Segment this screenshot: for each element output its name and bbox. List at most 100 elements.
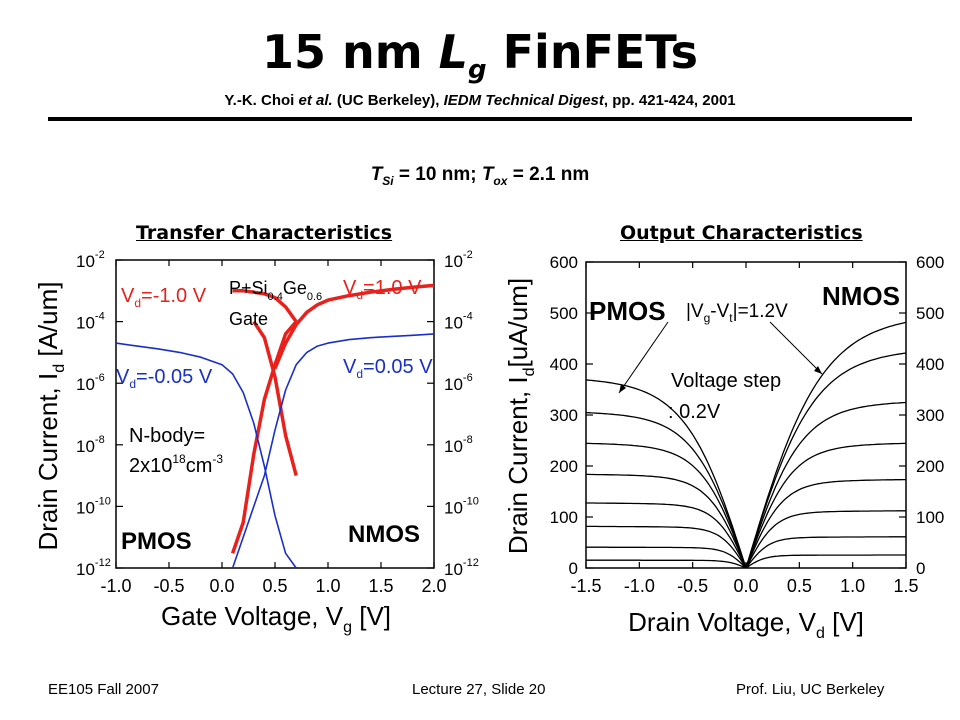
- transfer-y-tick-label: 10-12: [76, 557, 111, 579]
- output-x-tick-label: 0.5: [787, 576, 812, 596]
- transfer-y-tick-label: 10-2: [76, 249, 105, 271]
- transfer-x-tick-label: -0.5: [153, 576, 184, 596]
- transfer-y-tick-label: 10-8: [76, 434, 105, 456]
- transfer-y-tick-label: 10-6: [76, 372, 105, 394]
- output-y-tick-label: 300: [550, 406, 578, 425]
- output-series: [585, 321, 907, 569]
- nmos-vd-high-label: Vd=1.0 V: [343, 277, 422, 302]
- output-y-tick-label: 400: [550, 355, 578, 374]
- output-y-tick-label: 100: [550, 508, 578, 527]
- output-y-tick-label: 200: [550, 457, 578, 476]
- nbody-label: N-body=: [129, 425, 205, 447]
- output-y-tick-label-right: 600: [916, 253, 944, 272]
- transfer-x-axis-label: Gate Voltage, Vg [V]: [161, 601, 391, 636]
- pmos-vd-low-label: Vd=-0.05 V: [116, 366, 213, 391]
- transfer-y-tick-label-right: 10-2: [444, 249, 473, 271]
- transfer-curve-pmos-red: [232, 289, 298, 323]
- output-x-tick-label: -1.5: [570, 576, 601, 596]
- output-x-tick-label: -0.5: [677, 576, 708, 596]
- transfer-x-tick-label: 0.5: [262, 576, 287, 596]
- output-curve-nmos-2: [745, 401, 907, 569]
- transfer-curve-pmos-red: [230, 320, 298, 554]
- svg-text:Drain Current, Id [A/um]: Drain Current, Id [A/um]: [33, 282, 68, 551]
- nmos-arrowhead: [814, 366, 822, 374]
- transfer-y-tick-label-right: 10-12: [444, 557, 479, 579]
- nmos-vd-low-label: Vd=0.05 V: [343, 356, 433, 381]
- output-curve-pmos-3: [586, 473, 747, 569]
- voltage-step-value: : 0.2V: [668, 401, 721, 423]
- output-curve-pmos-2: [586, 442, 747, 569]
- transfer-y-tick-label: 10-10: [76, 495, 111, 517]
- footer-slide-number: Lecture 27, Slide 20: [412, 681, 546, 698]
- output-curve-pmos-4: [586, 502, 747, 569]
- transfer-curve-nmos-red: [273, 283, 435, 370]
- gate-overdrive-label: |Vg-Vt|=1.2V: [686, 301, 788, 325]
- output-curve-nmos-0: [745, 321, 907, 569]
- output-y-tick-label-right: 400: [916, 355, 944, 374]
- citation: Y.-K. Choi et al. (UC Berkeley), IEDM Te…: [224, 92, 736, 109]
- output-curve-pmos-6: [586, 546, 747, 569]
- svg-text:Drain Current, Id[uA/um]: Drain Current, Id[uA/um]: [503, 278, 538, 554]
- output-nmos-label: NMOS: [822, 281, 900, 311]
- transfer-series: [115, 283, 435, 569]
- voltage-step-label: Voltage step: [671, 370, 781, 392]
- output-y-tick-label-right: 100: [916, 508, 944, 527]
- transfer-pmos-label: PMOS: [121, 528, 192, 555]
- title-divider: [48, 117, 912, 121]
- footer-author: Prof. Liu, UC Berkeley: [736, 681, 885, 698]
- output-y-tick-label-right: 300: [916, 406, 944, 425]
- pmos-arrow: [618, 321, 669, 394]
- transfer-curve-pmos-blue: [115, 342, 297, 569]
- output-pmos-label: PMOS: [589, 296, 666, 326]
- device-parameters: TSi = 10 nm; Tox = 2.1 nm: [370, 164, 590, 188]
- nbody-doping-label: 2x1018cm-3: [129, 452, 223, 477]
- output-y-tick-label-right: 0: [916, 559, 925, 578]
- transfer-x-tick-label: 1.0: [315, 576, 340, 596]
- pmos-arrowhead: [619, 384, 626, 393]
- transfer-y-axis-label: Drain Current, Id [A/um]: [33, 282, 68, 551]
- transfer-y-tick-label: 10-4: [76, 311, 105, 333]
- transfer-nmos-label: NMOS: [348, 521, 420, 548]
- transfer-x-tick-label: 2.0: [421, 576, 446, 596]
- slide-title: 15 nm Lg FinFETs: [261, 25, 699, 86]
- output-curve-pmos-5: [586, 525, 747, 569]
- transfer-y-tick-label-right: 10-10: [444, 495, 479, 517]
- output-curve-nmos-4: [745, 478, 906, 569]
- output-curve-nmos-6: [745, 536, 906, 569]
- gate-material-label: P+Si0.4Ge0.6: [229, 278, 322, 303]
- output-chart-title: Output Characteristics: [620, 222, 863, 244]
- output-y-tick-label: 0: [569, 559, 578, 578]
- transfer-y-tick-label-right: 10-8: [444, 434, 473, 456]
- output-curve-pmos-7: [586, 559, 747, 569]
- output-y-axis-label: Drain Current, Id[uA/um]: [503, 278, 538, 554]
- output-x-tick-label: 0.0: [733, 576, 758, 596]
- transfer-x-tick-label: -1.0: [100, 576, 131, 596]
- output-x-tick-label: 1.5: [893, 576, 918, 596]
- gate-label: Gate: [229, 309, 268, 329]
- output-x-tick-label: 1.0: [840, 576, 865, 596]
- footer-course: EE105 Fall 2007: [48, 681, 159, 698]
- output-y-tick-label: 500: [550, 304, 578, 323]
- output-curve-nmos-3: [745, 442, 906, 569]
- output-y-tick-label-right: 500: [916, 304, 944, 323]
- transfer-curve-nmos-red: [252, 320, 298, 477]
- output-y-tick-label: 600: [550, 253, 578, 272]
- output-curve-nmos-7: [745, 554, 906, 569]
- transfer-x-tick-label: 0.0: [209, 576, 234, 596]
- transfer-chart-title: Transfer Characteristics: [136, 222, 393, 244]
- output-curve-nmos-1: [745, 352, 907, 569]
- output-y-tick-label-right: 200: [916, 457, 944, 476]
- transfer-y-tick-label-right: 10-6: [444, 372, 473, 394]
- transfer-y-tick-label-right: 10-4: [444, 311, 473, 333]
- output-x-axis-label: Drain Voltage, Vd [V]: [628, 607, 864, 642]
- transfer-x-tick-label: 1.5: [368, 576, 393, 596]
- transfer-curve-nmos-blue: [231, 333, 435, 569]
- output-curve-nmos-5: [745, 510, 906, 569]
- output-curve-pmos-1: [585, 411, 747, 569]
- nmos-arrow: [769, 321, 823, 375]
- output-curve-pmos-0: [585, 379, 747, 569]
